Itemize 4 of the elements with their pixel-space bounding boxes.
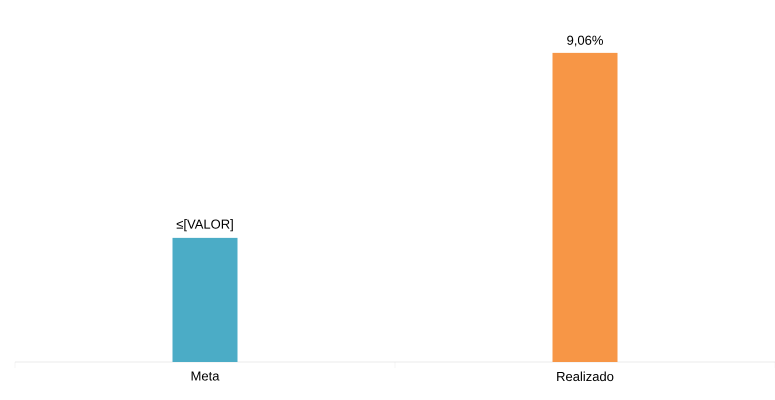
x-tick-label: Meta bbox=[192, 372, 220, 381]
data-label: 9,06% bbox=[567, 36, 603, 46]
x-tick-label: Realizado bbox=[557, 372, 614, 382]
data-label: ≤[VALOR] bbox=[176, 219, 233, 232]
